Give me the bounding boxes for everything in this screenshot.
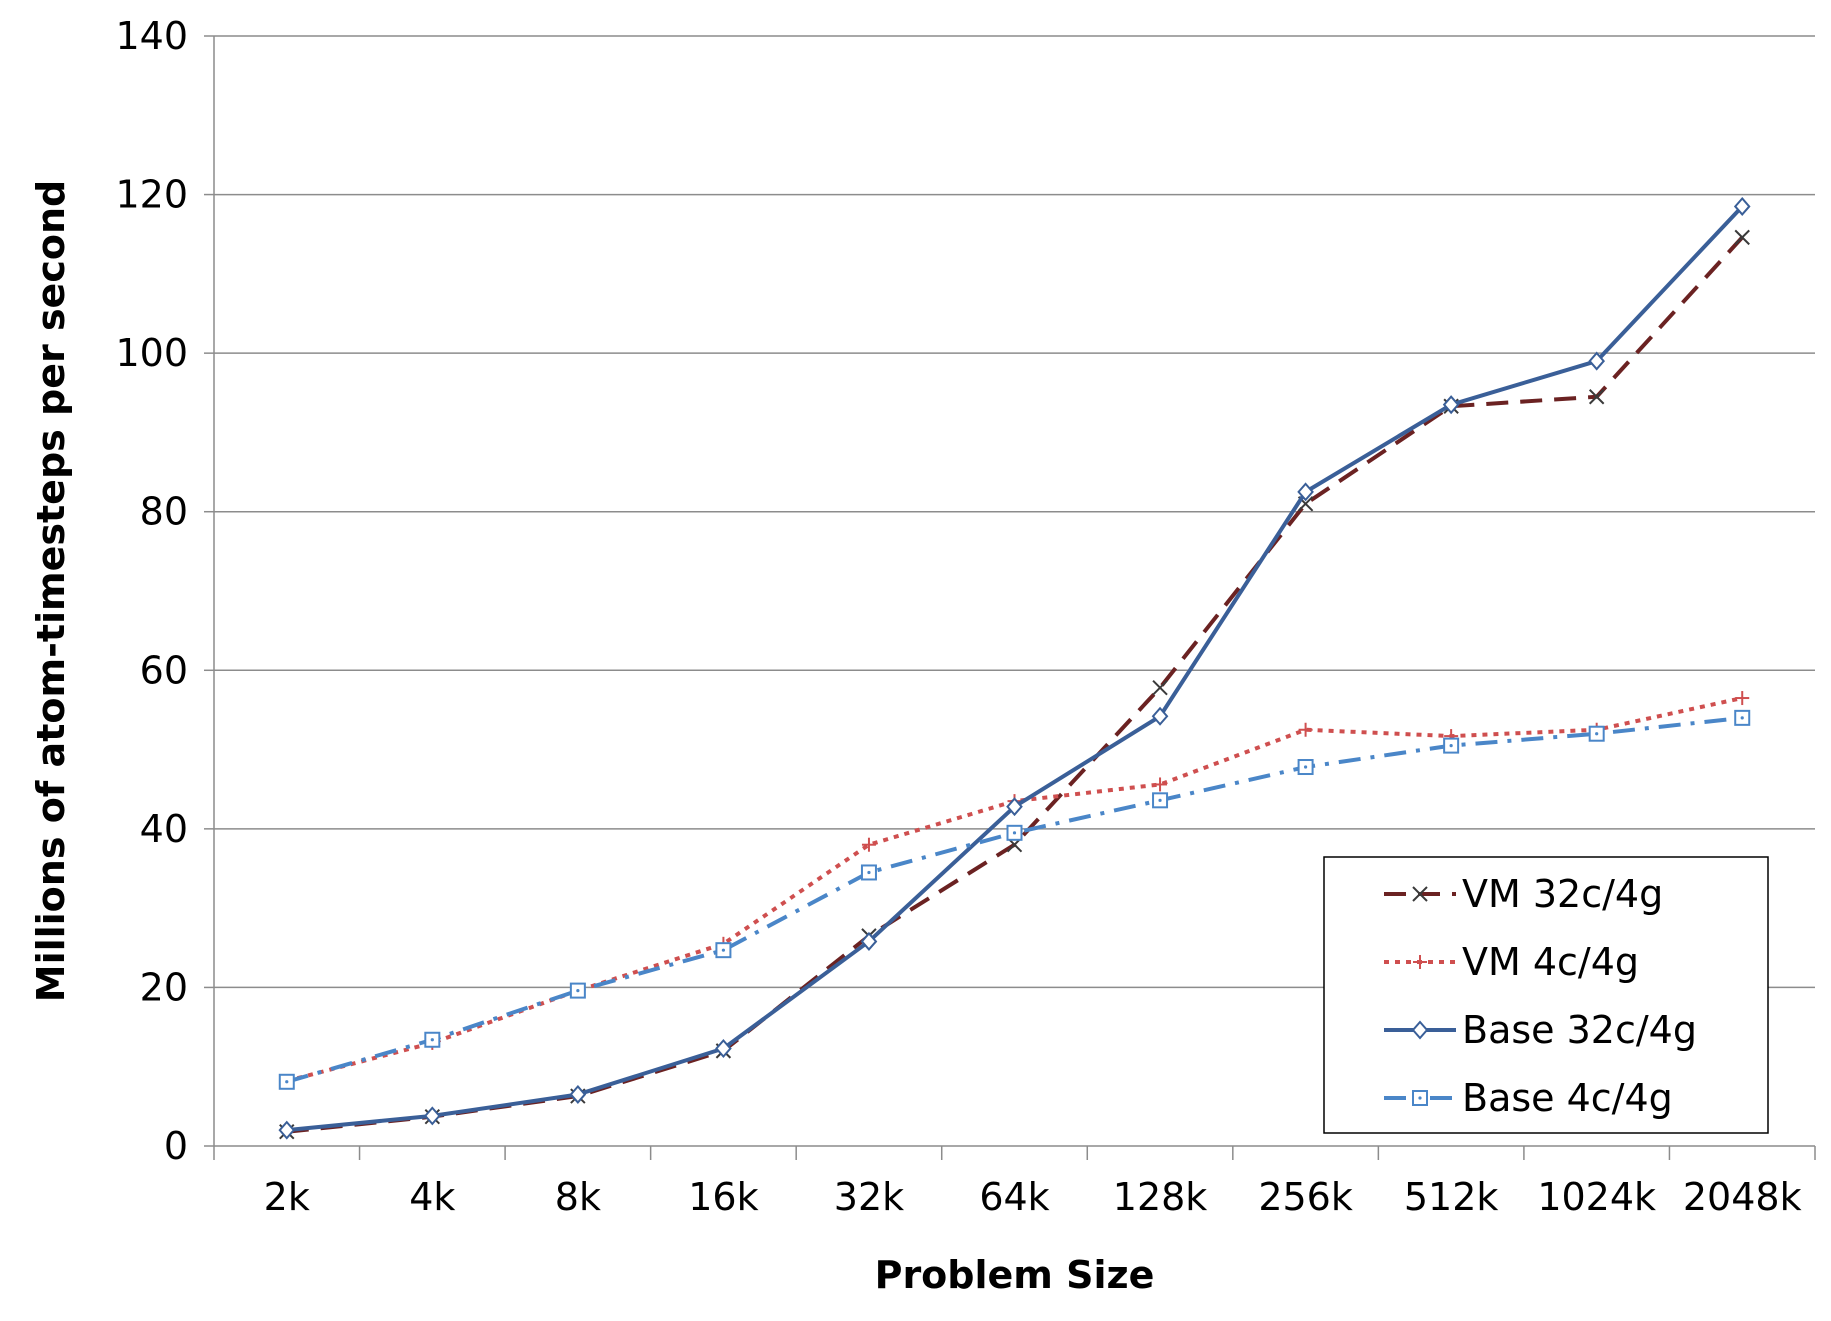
- data-point-diamond: [860, 931, 878, 951]
- data-point-diamond: [569, 1084, 587, 1104]
- y-tick-label: 120: [115, 173, 188, 217]
- x-tick-label: 32k: [834, 1175, 904, 1219]
- data-point-square: [424, 1031, 441, 1048]
- legend: VM 32c/4g VM 4c/4g Base 32c/4g Base 4c/4g: [1323, 856, 1769, 1134]
- legend-box: [1323, 856, 1769, 1134]
- x-tick-label: 8k: [555, 1175, 601, 1219]
- data-point-square: [1443, 737, 1460, 754]
- x-tick-label: 2k: [264, 1175, 310, 1219]
- x-tick-label: 512k: [1404, 1175, 1499, 1219]
- data-point-square: [715, 942, 732, 959]
- legend-label: VM 32c/4g: [1462, 872, 1663, 916]
- data-point-x: [1412, 886, 1428, 902]
- data-point-plus: [861, 837, 876, 852]
- data-point-diamond: [1733, 196, 1751, 216]
- data-point-plus: [1153, 777, 1168, 792]
- data-point-x: [1734, 229, 1750, 246]
- data-point-diamond: [1151, 706, 1169, 726]
- data-point-square: [1412, 1090, 1428, 1106]
- series-base-32c-4g: [278, 196, 1751, 1140]
- data-point-square: [1006, 824, 1023, 841]
- legend-label: Base 32c/4g: [1462, 1008, 1697, 1052]
- legend-label: VM 4c/4g: [1462, 940, 1639, 984]
- data-point-plus: [1735, 691, 1750, 706]
- data-point-square: [1297, 759, 1314, 776]
- legend-item: VM 32c/4g: [1384, 872, 1663, 916]
- legend-item: VM 4c/4g: [1384, 940, 1639, 984]
- data-point-plus: [1298, 722, 1313, 737]
- data-point-square: [278, 1073, 295, 1090]
- data-point-square: [1734, 709, 1751, 726]
- x-tick-label: 128k: [1113, 1175, 1208, 1219]
- data-point-diamond: [1442, 395, 1460, 415]
- gridlines: [214, 35, 1815, 989]
- y-tick-label: 40: [140, 807, 188, 851]
- series-base-4c-4g: [278, 709, 1751, 1090]
- legend-label: Base 4c/4g: [1462, 1076, 1673, 1120]
- y-tick-label: 20: [140, 965, 188, 1009]
- data-point-diamond: [1297, 482, 1314, 502]
- x-tick-label: 4k: [409, 1175, 455, 1219]
- x-tick-label: 2048k: [1683, 1175, 1802, 1219]
- y-tick-label: 0: [164, 1124, 188, 1168]
- data-point-x: [1152, 680, 1168, 696]
- series-lines: [278, 196, 1751, 1140]
- x-axis-title: Problem Size: [875, 1253, 1155, 1297]
- data-point-diamond: [1588, 351, 1606, 371]
- data-point-square: [569, 982, 586, 999]
- data-point-diamond: [423, 1106, 441, 1126]
- y-tick-label: 60: [140, 648, 188, 692]
- data-point-plus: [1413, 955, 1427, 969]
- data-point-diamond: [1411, 1020, 1429, 1040]
- legend-item: Base 4c/4g: [1384, 1076, 1673, 1120]
- y-tick-label: 100: [115, 331, 188, 375]
- data-point-diamond: [1006, 797, 1023, 817]
- data-point-square: [860, 864, 877, 881]
- x-tick-label: 64k: [979, 1175, 1049, 1219]
- data-point-square: [1588, 725, 1605, 742]
- axes: [204, 35, 1816, 1160]
- data-point-square: [1152, 792, 1169, 809]
- data-point-diamond: [278, 1120, 296, 1140]
- x-tick-label: 16k: [688, 1175, 758, 1219]
- tick-labels: 0 20 40 60 80 100 120 140 2k 4k 8k 16k 32k 64k 128k 256…: [115, 14, 1801, 1219]
- legend-item: Base 32c/4g: [1384, 1008, 1697, 1052]
- series-line: [286, 696, 1743, 1083]
- data-point-x: [1588, 389, 1605, 405]
- y-tick-label: 140: [115, 14, 188, 58]
- y-tick-label: 80: [140, 490, 188, 534]
- x-tick-label: 1024k: [1537, 1175, 1656, 1219]
- x-tick-label: 256k: [1258, 1175, 1353, 1219]
- y-axis-title: Millions of atom-timesteps per second: [29, 180, 73, 1002]
- data-point-diamond: [715, 1038, 732, 1058]
